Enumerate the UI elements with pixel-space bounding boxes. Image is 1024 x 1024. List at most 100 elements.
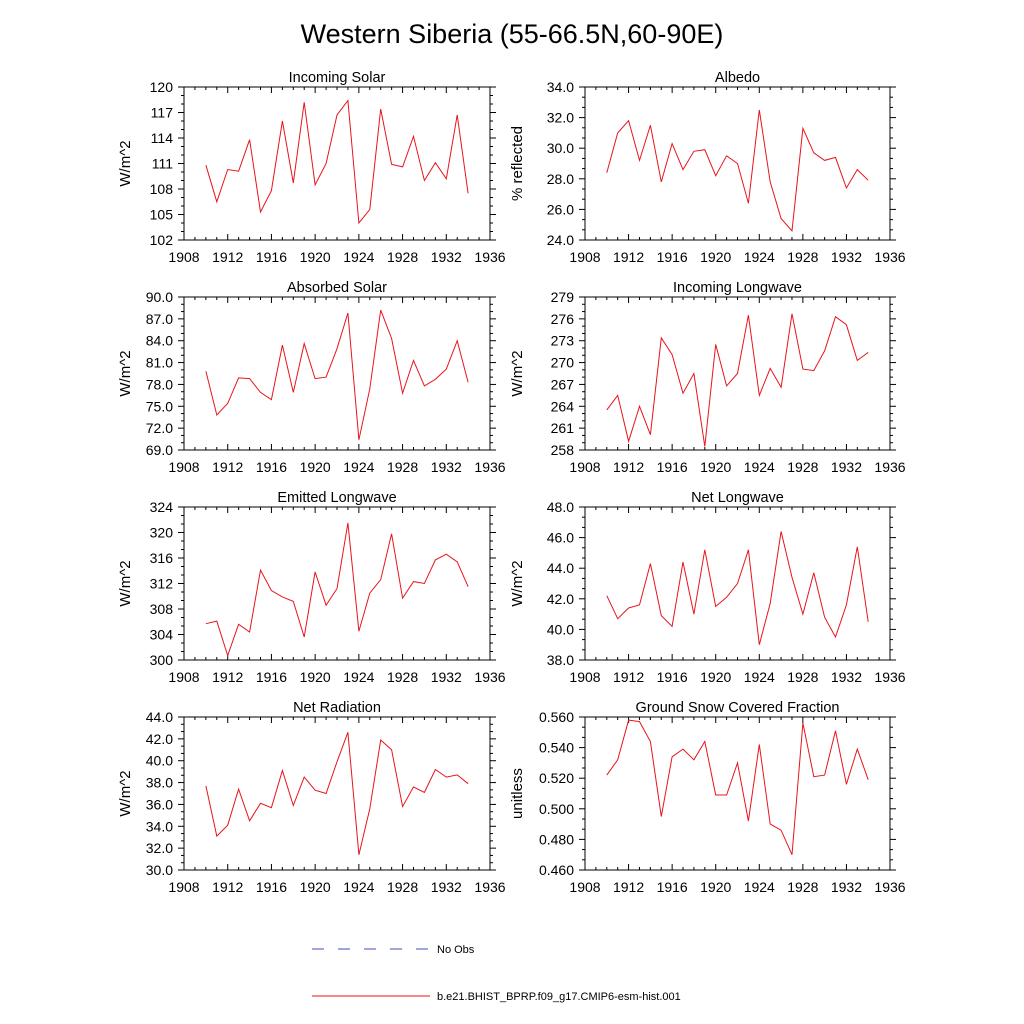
y-tick-label: 44.0 — [146, 709, 173, 725]
y-tick-label: 46.0 — [547, 530, 574, 546]
x-tick-label: 1912 — [613, 879, 644, 895]
y-tick-label: 114 — [151, 130, 174, 146]
y-tick-label: 267 — [551, 376, 575, 392]
x-tick-label: 1936 — [474, 459, 505, 475]
x-tick-label: 1916 — [657, 459, 688, 475]
x-tick-label: 1928 — [787, 879, 818, 895]
x-tick-label: 1928 — [387, 249, 418, 265]
x-tick-label: 1916 — [657, 669, 688, 685]
x-tick-label: 1920 — [300, 249, 331, 265]
y-tick-label: 75.0 — [146, 398, 173, 414]
x-tick-label: 1908 — [168, 459, 199, 475]
y-tick-label: 72.0 — [146, 420, 173, 436]
x-tick-label: 1928 — [387, 669, 418, 685]
x-tick-label: 1936 — [874, 879, 905, 895]
panels: Incoming Solar W/m^2 1908 1912 1916 1920 1924 1… — [117, 70, 906, 895]
y-tick-label: 273 — [551, 333, 575, 349]
x-tick-label: 1936 — [874, 459, 905, 475]
y-tick-label: 279 — [551, 289, 575, 305]
x-tick-label: 1924 — [744, 669, 775, 685]
x-tick-label: 1920 — [700, 249, 731, 265]
panel-title: Absorbed Solar — [287, 280, 387, 296]
y-tick-label: 258 — [551, 442, 575, 458]
y-tick-label: 108 — [150, 181, 174, 197]
y-tick-label: 78.0 — [146, 376, 173, 392]
y-tick-label: 102 — [150, 232, 174, 248]
y-tick-label: 26.0 — [547, 201, 574, 217]
y-tick-label: 0.460 — [539, 862, 574, 878]
panel-title: Incoming Solar — [289, 70, 386, 86]
series-line — [606, 109, 869, 232]
series-line — [606, 313, 869, 447]
x-tick-label: 1924 — [343, 669, 374, 685]
y-tick-label: 308 — [150, 601, 174, 617]
y-tick-label: 48.0 — [547, 499, 574, 515]
y-tick-label: 0.480 — [539, 831, 574, 847]
y-tick-label: 105 — [150, 207, 174, 223]
panel-title: Net Longwave — [691, 490, 784, 506]
x-tick-label: 1932 — [831, 249, 862, 265]
x-tick-label: 1928 — [787, 459, 818, 475]
panel-1: Albedo % reflected 1908 1912 1916 1920 1924 192… — [509, 70, 906, 265]
y-tick-label: 90.0 — [146, 289, 173, 305]
panel-title: Albedo — [715, 70, 760, 86]
x-tick-label: 1924 — [343, 249, 374, 265]
y-axis-label: W/m^2 — [117, 770, 134, 816]
x-tick-label: 1936 — [474, 669, 505, 685]
x-tick-label: 1916 — [657, 879, 688, 895]
panel-3: Incoming Longwave W/m^2 1908 1912 1916 1920 19… — [509, 280, 906, 475]
x-tick-label: 1920 — [700, 459, 731, 475]
x-tick-label: 1908 — [569, 249, 600, 265]
y-axis-label: W/m^2 — [509, 560, 526, 606]
y-tick-label: 42.0 — [547, 591, 574, 607]
x-tick-label: 1916 — [256, 249, 287, 265]
y-tick-label: 117 — [151, 105, 174, 121]
legend-model-label: b.e21.BHIST_BPRP.f09_g17.CMIP6-esm-hist.… — [437, 991, 681, 1003]
x-tick-label: 1936 — [474, 249, 505, 265]
x-tick-label: 1908 — [569, 879, 600, 895]
x-tick-label: 1932 — [831, 669, 862, 685]
x-tick-label: 1912 — [212, 669, 243, 685]
panel-0: Incoming Solar W/m^2 1908 1912 1916 1920 1924 1… — [117, 70, 506, 265]
y-tick-label: 0.500 — [539, 801, 574, 817]
x-tick-label: 1932 — [831, 879, 862, 895]
x-tick-label: 1920 — [700, 879, 731, 895]
x-tick-label: 1924 — [744, 459, 775, 475]
main-title: Western Siberia (55-66.5N,60-90E) — [301, 19, 724, 49]
legend-obs-label: No Obs — [437, 944, 475, 956]
panel-title: Net Radiation — [293, 700, 381, 716]
legend: No Obs b.e21.BHIST_BPRP.f09_g17.CMIP6-es… — [312, 944, 681, 1003]
x-tick-label: 1916 — [256, 879, 287, 895]
y-tick-label: 69.0 — [146, 442, 173, 458]
x-tick-label: 1932 — [431, 249, 462, 265]
plot-frame — [584, 716, 891, 871]
y-tick-label: 276 — [551, 311, 575, 327]
plot-frame — [183, 296, 491, 451]
x-tick-label: 1908 — [168, 669, 199, 685]
y-axis-label: unitless — [509, 768, 526, 819]
x-tick-label: 1936 — [474, 879, 505, 895]
x-tick-label: 1932 — [831, 459, 862, 475]
panel-2: Absorbed Solar W/m^2 1908 1912 1916 1920 1924 1… — [117, 280, 506, 475]
y-tick-label: 312 — [150, 576, 174, 592]
y-axis-label: W/m^2 — [117, 560, 134, 606]
y-tick-label: 261 — [551, 420, 575, 436]
plot-frame — [183, 506, 491, 661]
x-tick-label: 1912 — [212, 249, 243, 265]
x-tick-label: 1908 — [168, 879, 199, 895]
panel-7: Ground Snow Covered Fraction unitless 1908… — [509, 700, 906, 895]
x-tick-label: 1912 — [613, 459, 644, 475]
panel-title: Emitted Longwave — [277, 490, 396, 506]
y-tick-label: 0.540 — [539, 740, 574, 756]
y-tick-label: 30.0 — [547, 140, 574, 156]
x-tick-label: 1920 — [300, 459, 331, 475]
y-tick-label: 120 — [150, 79, 174, 95]
y-axis-label: W/m^2 — [117, 350, 134, 396]
y-tick-label: 36.0 — [146, 796, 173, 812]
x-tick-label: 1932 — [431, 459, 462, 475]
y-tick-label: 111 — [152, 156, 173, 172]
x-tick-label: 1936 — [874, 669, 905, 685]
x-tick-label: 1924 — [343, 459, 374, 475]
x-tick-label: 1928 — [387, 879, 418, 895]
x-tick-label: 1912 — [613, 249, 644, 265]
